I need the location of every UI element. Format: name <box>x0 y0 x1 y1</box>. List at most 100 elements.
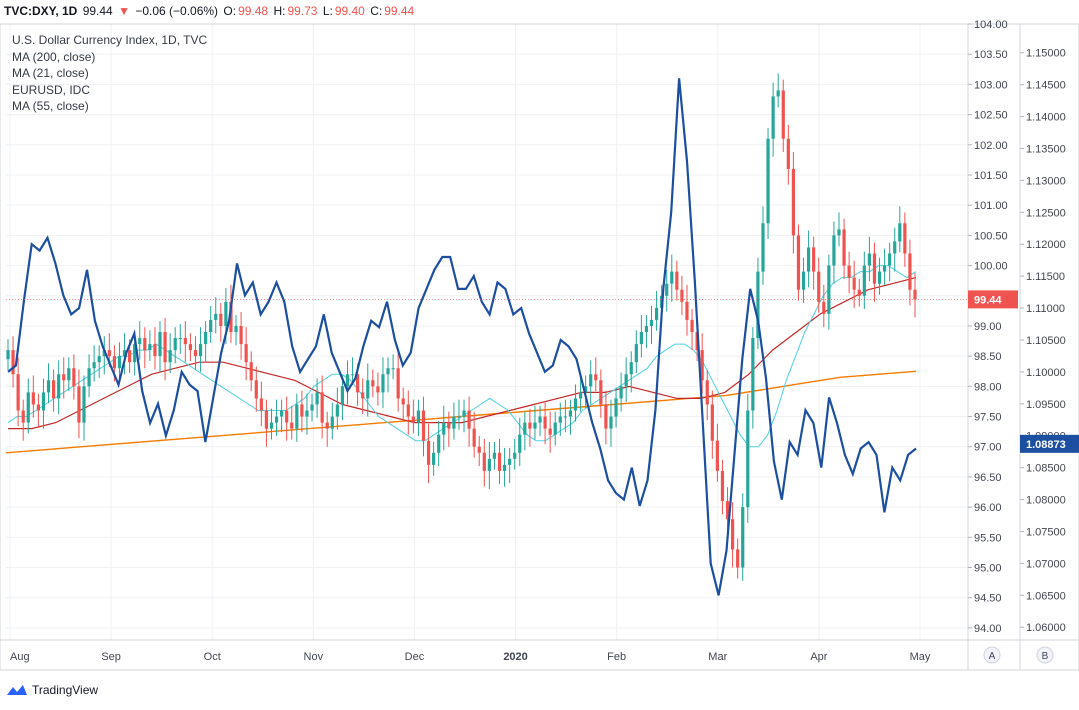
candle-body <box>416 410 421 423</box>
candle-body <box>847 265 851 278</box>
legend-title[interactable]: U.S. Dollar Currency Index, 1D, TVC <box>12 33 208 47</box>
last-price-badge-label: 99.44 <box>974 294 1002 306</box>
candle-body <box>112 356 117 369</box>
candle-body <box>249 362 253 381</box>
candle-body <box>320 392 324 423</box>
price-axis-a: 94.00 94.50 95.00 95.50 96.00 96.50 97.00 97.50… <box>6 19 1018 635</box>
candle-body <box>482 452 486 471</box>
candle-body <box>345 374 350 387</box>
axis-b-tick-label: 1.10500 <box>1026 335 1066 347</box>
axis-a-tick-label: 103.00 <box>974 79 1008 91</box>
candle-body <box>87 368 91 387</box>
low-label: L: <box>322 4 333 18</box>
candle-body <box>827 265 831 314</box>
candle-body <box>209 319 213 332</box>
legend-item-ma21[interactable]: MA (21, close) <box>12 66 89 80</box>
axis-b-tick-label: 1.11000 <box>1026 303 1065 315</box>
candle-body <box>442 422 446 435</box>
candle-body <box>872 253 877 284</box>
candle-body <box>381 374 385 393</box>
candle-body <box>913 289 917 300</box>
time-axis-label: Oct <box>204 651 221 663</box>
candle-body <box>178 338 182 340</box>
candle-body <box>173 338 177 351</box>
candle-body <box>437 434 441 453</box>
candle-body <box>41 392 46 411</box>
axis-b-tick-label: 1.10000 <box>1026 367 1066 379</box>
candle-body <box>371 380 375 387</box>
axis-a-tick-label: 103.50 <box>974 49 1008 61</box>
candle-body <box>558 416 562 423</box>
candle-body <box>335 404 339 417</box>
candle-body <box>128 350 132 363</box>
candle-body <box>720 470 725 502</box>
candle-body <box>736 549 740 568</box>
price-axis-b: 1.06000 1.06500 1.07000 1.07500 1.08000 1.085… <box>1020 48 1079 634</box>
axis-a-tick-label: 95.50 <box>974 532 1002 544</box>
axis-a-tick-label: 102.00 <box>974 140 1008 152</box>
candle-body <box>533 422 537 429</box>
axis-b-tick-label: 1.07000 <box>1026 558 1066 570</box>
axis-a-tick-label: 98.00 <box>974 381 1002 393</box>
candle-body <box>857 289 861 296</box>
candle-body <box>766 138 770 224</box>
candle-body <box>92 362 96 369</box>
candle-body <box>751 338 755 411</box>
candle-body <box>553 422 557 435</box>
legend-item-ma55[interactable]: MA (55, close) <box>12 99 89 113</box>
time-axis-label: Nov <box>304 651 324 663</box>
tradingview-logo-icon[interactable] <box>6 683 28 697</box>
candle-body <box>396 368 400 399</box>
candle-body <box>376 386 380 393</box>
candle-body <box>801 271 806 290</box>
candle-body <box>315 392 319 405</box>
candle-body <box>46 380 51 393</box>
candle-body <box>477 446 481 453</box>
symbol-title[interactable]: TVC:DXY, 1D <box>4 4 78 18</box>
candle-body <box>589 374 593 387</box>
candle-body <box>204 332 208 345</box>
ma55-layer <box>8 277 917 430</box>
legend-item-eurusd[interactable]: EURUSD, IDC <box>12 82 91 97</box>
candle-body <box>791 168 795 236</box>
open-label: O: <box>223 4 237 18</box>
candle-body <box>882 265 887 272</box>
candle-body <box>259 398 263 411</box>
axis-b-tick-label: 1.11500 <box>1026 271 1065 283</box>
close-value: 99.44 <box>384 4 415 18</box>
close-label: C: <box>370 4 383 18</box>
candle-body <box>599 380 603 405</box>
axis-a-tick-label: 99.00 <box>974 321 1002 333</box>
candle-body <box>52 380 56 399</box>
candle-body <box>138 338 142 345</box>
axis-a-tick-label: 101.00 <box>974 200 1008 212</box>
candle-body <box>685 301 689 320</box>
candle-body <box>852 277 856 290</box>
time-axis-label: May <box>910 651 931 663</box>
axis-b-tick-label: 1.12500 <box>1026 207 1066 219</box>
axis-a-tick-label: 100.50 <box>974 230 1008 242</box>
candle-body <box>325 422 329 429</box>
candle-body <box>781 90 785 139</box>
candle-body <box>467 410 471 429</box>
candle-body <box>153 344 157 357</box>
candle-body <box>644 325 649 332</box>
time-axis-label: 2020 <box>503 651 527 663</box>
eurusd-line <box>7 78 917 596</box>
candle-body <box>133 344 137 363</box>
candle-body <box>295 404 299 429</box>
candle-body <box>62 374 66 381</box>
candle-body <box>406 404 410 417</box>
candle-body <box>796 235 801 290</box>
candle-body <box>715 440 719 471</box>
candle-body <box>77 386 81 423</box>
candle-body <box>452 416 456 429</box>
candle-body <box>624 374 628 387</box>
candle-body <box>472 428 476 447</box>
candle-body <box>786 138 790 169</box>
high-value: 99.73 <box>287 4 318 18</box>
brand-name[interactable]: TradingView <box>32 683 99 697</box>
legend-item-ma200[interactable]: MA (200, close) <box>12 49 96 64</box>
candle-body <box>72 368 76 387</box>
